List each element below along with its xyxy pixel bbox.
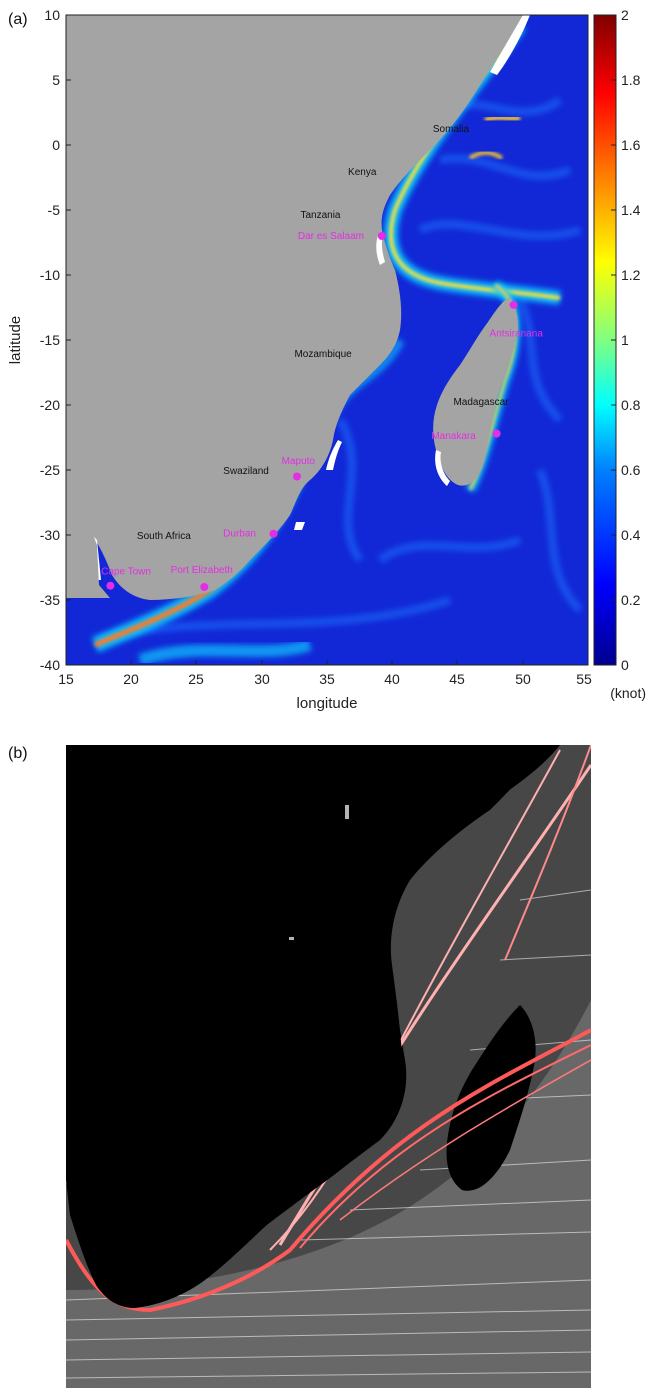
y-axis: 10 5 0 -5 -10 -15 -20 -25 -30 -35 -40 la… xyxy=(7,7,71,673)
colorbar-unit: (knot) xyxy=(610,685,646,701)
madagascar-landmass xyxy=(433,297,518,486)
africa-shape xyxy=(66,745,545,1308)
colorbar-tick-label: 0 xyxy=(621,657,629,673)
colorbar-tick-label: 1.4 xyxy=(621,202,641,218)
x-tick-label: 25 xyxy=(188,671,204,687)
city-markers: Dar es Salaam Antsiranana Manakara Maputo Du… xyxy=(101,231,543,591)
country-label-kenya: Kenya xyxy=(348,167,377,178)
x-axis-label: longitude xyxy=(297,695,358,712)
colorbar-tick-label: 1 xyxy=(621,332,629,348)
colorbar-tick-label: 0.6 xyxy=(621,462,641,478)
x-tick-label: 30 xyxy=(254,671,270,687)
x-tick-label: 20 xyxy=(123,671,139,687)
x-tick-label: 45 xyxy=(449,671,465,687)
y-tick-label: -15 xyxy=(40,332,60,348)
y-tick-label: -40 xyxy=(40,657,60,673)
x-tick-label: 50 xyxy=(515,671,531,687)
city-marker-cape-town xyxy=(106,581,115,590)
south-africa-coast xyxy=(66,490,110,598)
colorbar: 2 1.8 1.6 1.4 1.2 1 0.8 0.6 0.4 0.2 0 (k… xyxy=(593,7,646,701)
city-marker-manakara xyxy=(492,429,501,438)
country-label-mozambique: Mozambique xyxy=(294,349,352,360)
colorbar-tick-label: 1.6 xyxy=(621,137,641,153)
shipping-density-map xyxy=(66,745,591,1388)
x-tick-label: 35 xyxy=(319,671,335,687)
x-axis: 15 20 25 30 35 40 45 50 55 longitude xyxy=(58,660,592,712)
panel-b-label: (b) xyxy=(8,745,28,762)
y-tick-label: -35 xyxy=(40,592,60,608)
city-label-maputo: Maputo xyxy=(282,456,316,467)
city-marker-antsiranana xyxy=(509,300,518,309)
city-label-dar-es-salaam: Dar es Salaam xyxy=(298,231,364,242)
city-marker-dar-es-salaam xyxy=(377,232,386,240)
country-label-madagascar: Madagascar xyxy=(453,397,509,408)
madagascar-shape xyxy=(446,1005,536,1191)
country-label-swaziland: Swaziland xyxy=(223,466,269,477)
panel-a-label: (a) xyxy=(8,11,28,28)
y-tick-label: 0 xyxy=(52,137,60,153)
colorbar-tick-label: 2 xyxy=(621,7,629,23)
country-labels: Somalia Kenya Tanzania Mozambique Madagascar… xyxy=(137,124,509,542)
colorbar-tick-label: 0.8 xyxy=(621,397,641,413)
colorbar-tick-label: 1.2 xyxy=(621,267,641,283)
city-marker-maputo xyxy=(292,472,301,481)
y-tick-label: -30 xyxy=(40,527,60,543)
current-speed-map xyxy=(66,15,588,665)
y-tick-label: -25 xyxy=(40,462,60,478)
y-axis-label: latitude xyxy=(7,316,24,364)
city-label-antsiranana: Antsiranana xyxy=(490,329,544,340)
city-marker-port-elizabeth xyxy=(200,583,209,591)
city-label-port-elizabeth: Port Elizabeth xyxy=(171,565,233,576)
africa-landmass xyxy=(66,15,525,600)
x-tick-label: 15 xyxy=(58,671,74,687)
country-label-tanzania: Tanzania xyxy=(300,210,340,221)
colorbar-tick-label: 0.4 xyxy=(621,527,641,543)
city-label-cape-town: Cape Town xyxy=(101,566,151,577)
x-tick-label: 55 xyxy=(576,671,592,687)
colorbar-tick-label: 1.8 xyxy=(621,72,641,88)
city-marker-durban xyxy=(269,529,278,538)
x-tick-label: 40 xyxy=(384,671,400,687)
city-label-manakara: Manakara xyxy=(431,431,476,442)
country-label-south-africa: South Africa xyxy=(137,531,191,542)
city-label-durban: Durban xyxy=(223,529,256,540)
y-tick-label: 5 xyxy=(52,72,60,88)
y-tick-label: -20 xyxy=(40,397,60,413)
y-tick-label: -10 xyxy=(40,267,60,283)
colorbar-tick-label: 0.2 xyxy=(621,592,641,608)
y-tick-label: -5 xyxy=(48,202,61,218)
y-tick-label: 10 xyxy=(44,7,60,23)
country-label-somalia: Somalia xyxy=(433,124,470,135)
